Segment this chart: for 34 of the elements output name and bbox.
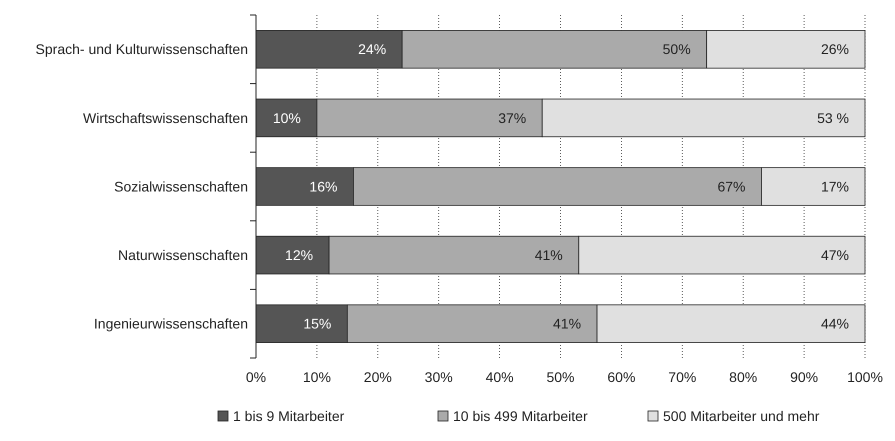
- data-label: 67%: [717, 178, 746, 194]
- x-tick-label: 90%: [790, 369, 818, 385]
- data-label: 10%: [272, 110, 301, 126]
- x-tick-label: 20%: [364, 369, 392, 385]
- y-tick-label: Sozialwissenschaften: [114, 178, 248, 194]
- x-tick-label: 80%: [729, 369, 758, 385]
- legend-label: 500 Mitarbeiter und mehr: [663, 408, 820, 424]
- x-tick-label: 60%: [607, 369, 636, 385]
- x-tick-label: 100%: [847, 369, 883, 385]
- data-label: 16%: [309, 178, 338, 194]
- legend-label: 1 bis 9 Mitarbeiter: [233, 408, 345, 424]
- data-label: 53 %: [817, 110, 849, 126]
- data-label: 15%: [303, 316, 332, 332]
- data-label: 17%: [820, 178, 849, 194]
- data-label: 12%: [285, 247, 314, 263]
- x-tick-label: 30%: [424, 369, 453, 385]
- y-tick-label: Naturwissenschaften: [118, 247, 248, 263]
- legend-label: 10 bis 499 Mitarbeiter: [453, 408, 588, 424]
- x-tick-label: 0%: [246, 369, 266, 385]
- data-label: 50%: [662, 41, 691, 58]
- data-label: 26%: [820, 41, 849, 58]
- data-label: 41%: [534, 247, 563, 263]
- y-tick-label: Sprach- und Kulturwissenschaften: [36, 41, 248, 58]
- data-label: 44%: [820, 316, 849, 332]
- data-label: 41%: [553, 316, 582, 332]
- data-label: 37%: [498, 110, 526, 126]
- x-tick-label: 10%: [302, 369, 331, 385]
- y-tick-label: Wirtschaftswissenschaften: [83, 110, 248, 126]
- x-tick-label: 50%: [546, 369, 575, 385]
- x-tick-label: 70%: [668, 369, 696, 385]
- y-tick-label: Ingenieurwissenschaften: [94, 316, 248, 332]
- data-label: 47%: [820, 247, 849, 263]
- data-label: 24%: [358, 41, 386, 58]
- x-tick-label: 40%: [486, 369, 514, 385]
